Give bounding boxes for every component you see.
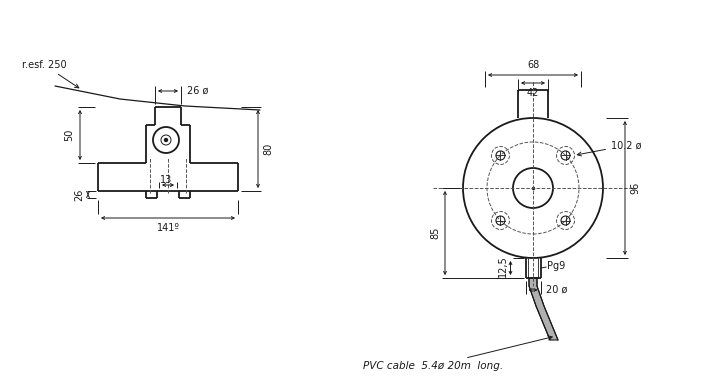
Text: PVC cable  5.4ø 20m  long.: PVC cable 5.4ø 20m long. xyxy=(363,336,552,371)
Text: 50: 50 xyxy=(64,129,74,141)
Text: 12,5: 12,5 xyxy=(498,255,508,277)
Text: 13: 13 xyxy=(160,175,172,185)
Text: Pg9: Pg9 xyxy=(548,261,565,271)
Text: 96: 96 xyxy=(630,182,640,194)
Text: r.esf. 250: r.esf. 250 xyxy=(22,60,79,88)
Text: 85: 85 xyxy=(430,227,440,239)
Text: 80: 80 xyxy=(263,143,273,155)
Circle shape xyxy=(164,139,168,141)
Text: 68: 68 xyxy=(527,60,539,70)
Text: 42: 42 xyxy=(527,88,539,98)
Text: 10.2 ø: 10.2 ø xyxy=(578,141,641,156)
Text: 20 ø: 20 ø xyxy=(545,285,567,295)
Text: 141º: 141º xyxy=(156,223,179,233)
Text: 26: 26 xyxy=(74,188,84,201)
Text: 26 ø: 26 ø xyxy=(187,86,208,96)
Polygon shape xyxy=(529,278,558,340)
